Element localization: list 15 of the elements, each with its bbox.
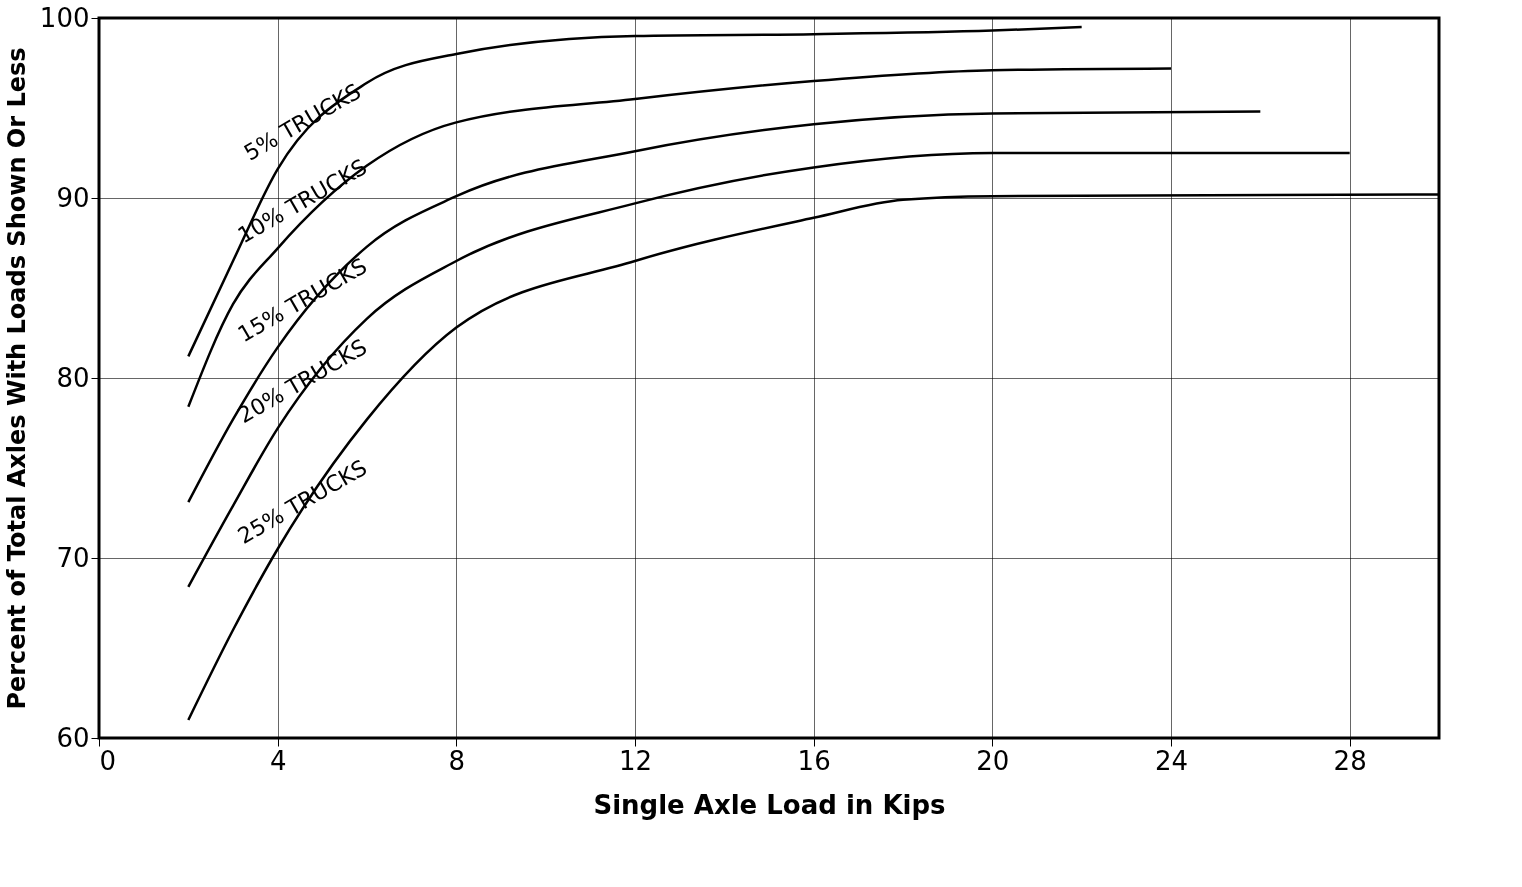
x-axis-title: Single Axle Load in Kips (593, 789, 946, 820)
y-tick-label: 80 (56, 362, 90, 393)
y-tick-label: 100 (39, 2, 90, 33)
y-tick-label: 60 (56, 722, 90, 753)
y-tick-label: 90 (56, 182, 90, 213)
x-tick-label: 0 (99, 745, 117, 776)
x-tick-label: 12 (618, 745, 653, 776)
x-tick-label: 4 (269, 745, 287, 776)
y-tick-label: 70 (56, 542, 90, 573)
x-tick-label: 20 (976, 745, 1010, 776)
x-tick-label: 16 (797, 745, 831, 776)
x-tick-label: 8 (448, 745, 466, 776)
x-tick-label: 28 (1333, 745, 1367, 776)
x-tick-label: 24 (1154, 745, 1189, 776)
y-axis-title: Percent of Total Axles With Loads Shown Or Less (2, 47, 31, 710)
